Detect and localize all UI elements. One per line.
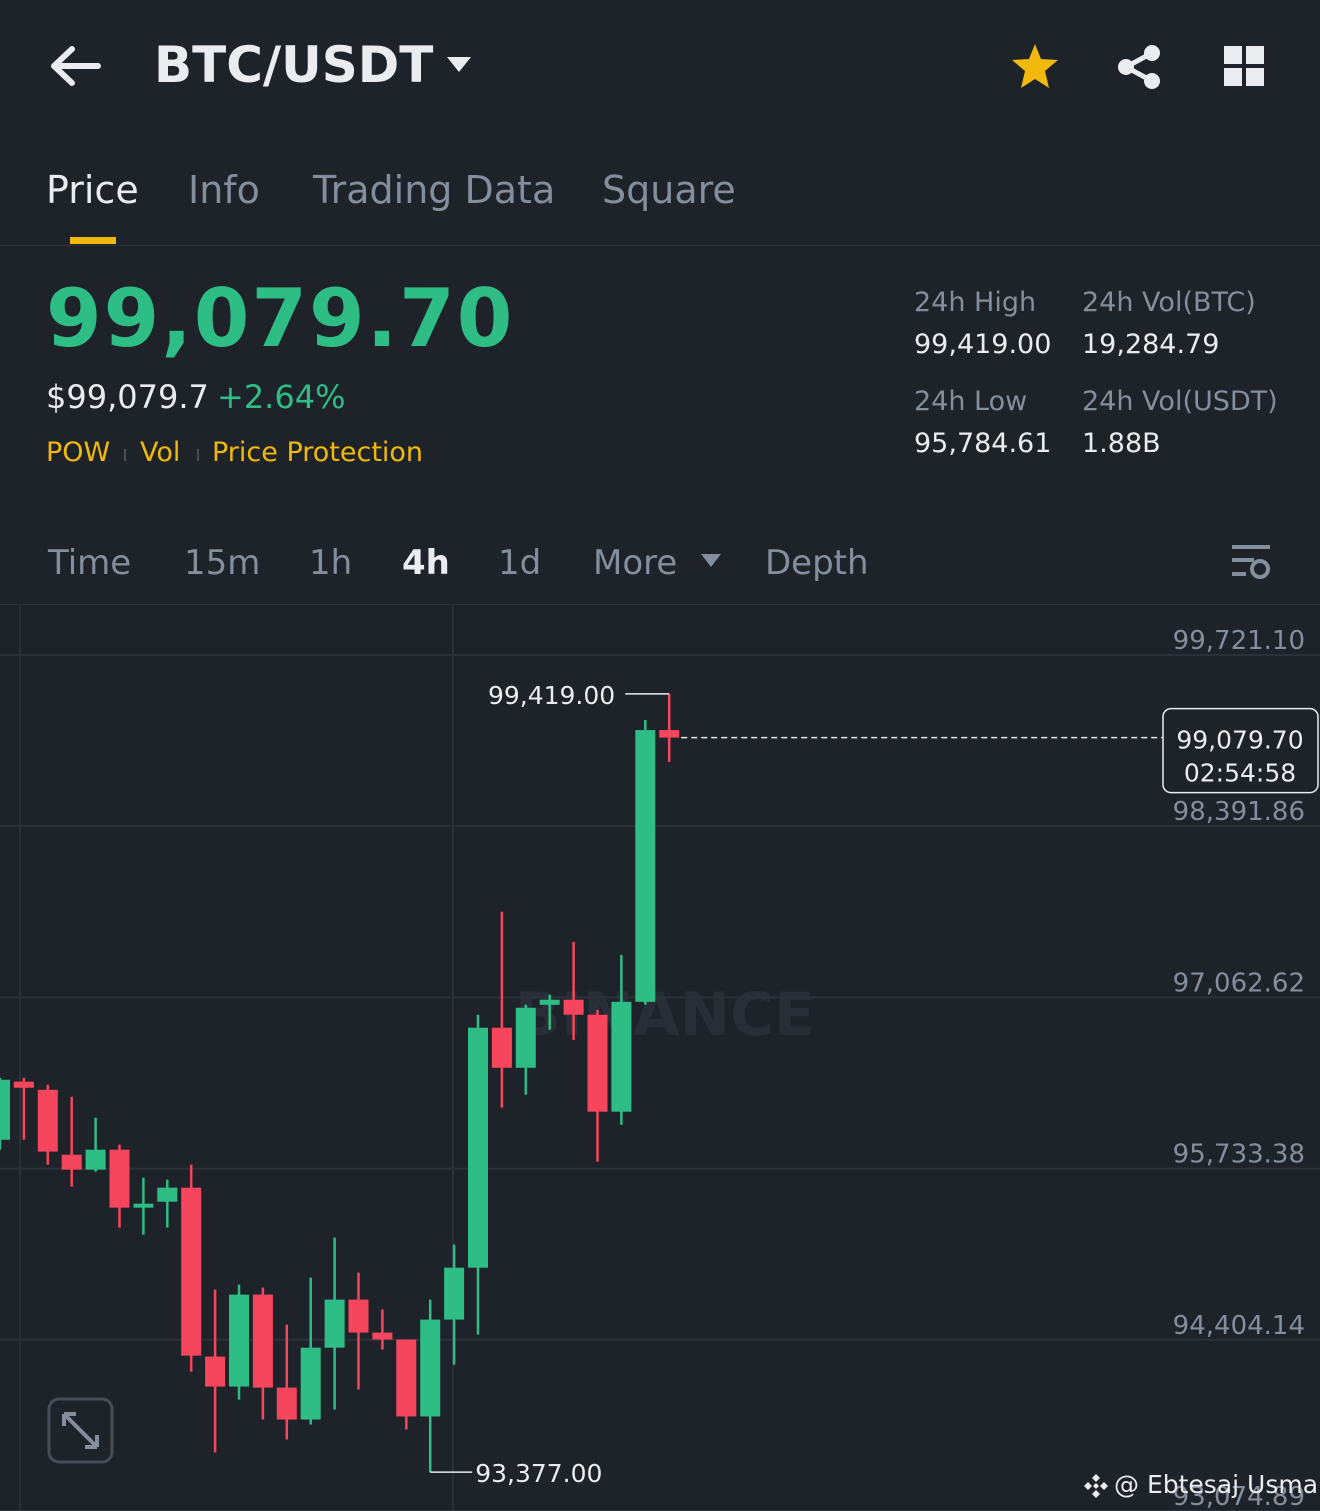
candle-body [109, 1149, 130, 1208]
y-tick-label: 99,721.10 [1173, 626, 1305, 656]
y-tick-label: 95,733.38 [1173, 1140, 1305, 1170]
credit: @ Ebtesaj Usman [1114, 1470, 1320, 1499]
candle-body [324, 1299, 345, 1348]
candle-body [372, 1332, 393, 1340]
interval[interactable]: Time [48, 543, 132, 583]
stat-value: 1.88B [1082, 428, 1161, 459]
watermark: BINANCE [515, 980, 815, 1050]
candle-body [300, 1347, 321, 1420]
candle-body [420, 1319, 441, 1417]
candle-body [348, 1299, 369, 1333]
candle-body [85, 1149, 106, 1170]
stat-label: 24h Low [914, 386, 1028, 417]
tab[interactable]: Price [46, 168, 139, 212]
current-price-label: 99,079.70 [1176, 726, 1303, 755]
back-arrow[interactable] [50, 44, 102, 88]
stat-label: 24h Vol(USDT) [1082, 386, 1278, 417]
tab[interactable]: Info [188, 168, 260, 212]
candle-body [0, 1079, 10, 1140]
tag[interactable]: Price Protection [212, 437, 424, 468]
candle-body [181, 1187, 202, 1356]
candle-body [468, 1027, 488, 1268]
binance-logo [1084, 1474, 1108, 1498]
interval[interactable]: More [593, 543, 678, 583]
y-tick-label: 97,062.62 [1173, 968, 1305, 998]
stat-label: 24h Vol(BTC) [1082, 287, 1256, 318]
stat-value: 99,419.00 [914, 329, 1052, 360]
candle-body [229, 1294, 249, 1387]
interval-active[interactable]: 4h [402, 543, 450, 583]
countdown: 02:54:58 [1184, 759, 1296, 788]
candle-body [205, 1356, 226, 1387]
current-price-box [1162, 707, 1319, 794]
divider [0, 245, 1320, 246]
tag[interactable]: Vol [140, 437, 181, 468]
candle-body [515, 1007, 536, 1068]
stat-label: 24h High [914, 287, 1037, 318]
candle-body [444, 1267, 465, 1320]
interval[interactable]: 1d [498, 543, 542, 583]
more-dropdown[interactable] [701, 554, 721, 568]
candle-body [587, 1014, 608, 1112]
tab[interactable]: Square [602, 168, 736, 212]
expand-button[interactable] [47, 1397, 114, 1464]
last-price: 99,079.70 [46, 272, 515, 365]
candle-body [276, 1387, 297, 1420]
interval[interactable]: 15m [184, 543, 261, 583]
candle-body [539, 999, 560, 1005]
candle-body [491, 1027, 512, 1068]
divider [0, 604, 1320, 605]
y-tick-label: 94,404.14 [1173, 1311, 1305, 1341]
favorite-star[interactable] [1010, 42, 1060, 90]
tag-separator [124, 449, 126, 461]
tab[interactable]: Trading Data [313, 168, 556, 212]
tag-separator [197, 449, 199, 461]
usd-price: $99,079.7 [46, 378, 209, 416]
candle-body [61, 1154, 82, 1170]
y-tick-label: 93,074.89 [1173, 1482, 1305, 1511]
candle-body [37, 1089, 58, 1152]
share-icon[interactable] [1116, 44, 1162, 90]
interval[interactable]: 1h [309, 543, 353, 583]
candle-body [133, 1203, 154, 1208]
candlestick-chart: BINANCE 99,721.10 98,391.86 97,062.62 95,73… [0, 605, 1320, 1511]
price-change: +2.64% [217, 378, 346, 416]
y-tick-label: 98,391.86 [1173, 797, 1305, 827]
grid-icon[interactable] [1224, 46, 1266, 88]
high-marker-label: 99,419.00 [488, 681, 615, 710]
candle-body [157, 1187, 178, 1202]
candle-body [659, 730, 680, 738]
stat-value: 95,784.61 [914, 428, 1052, 459]
tag[interactable]: POW [46, 437, 111, 468]
candle-body [13, 1081, 34, 1088]
chart-settings[interactable] [1230, 544, 1272, 582]
low-marker-label: 93,377.00 [475, 1459, 602, 1488]
pair-title[interactable]: BTC/USDT [154, 36, 434, 94]
interval[interactable]: Depth [765, 543, 869, 583]
candle-body [563, 999, 584, 1015]
active-tab-indicator [70, 237, 116, 244]
candle-body [635, 730, 656, 1002]
candle-body [396, 1339, 417, 1417]
candle-body [252, 1294, 273, 1388]
pair-dropdown[interactable] [446, 56, 472, 74]
candle-body [611, 1001, 632, 1112]
stat-value: 19,284.79 [1082, 329, 1220, 360]
